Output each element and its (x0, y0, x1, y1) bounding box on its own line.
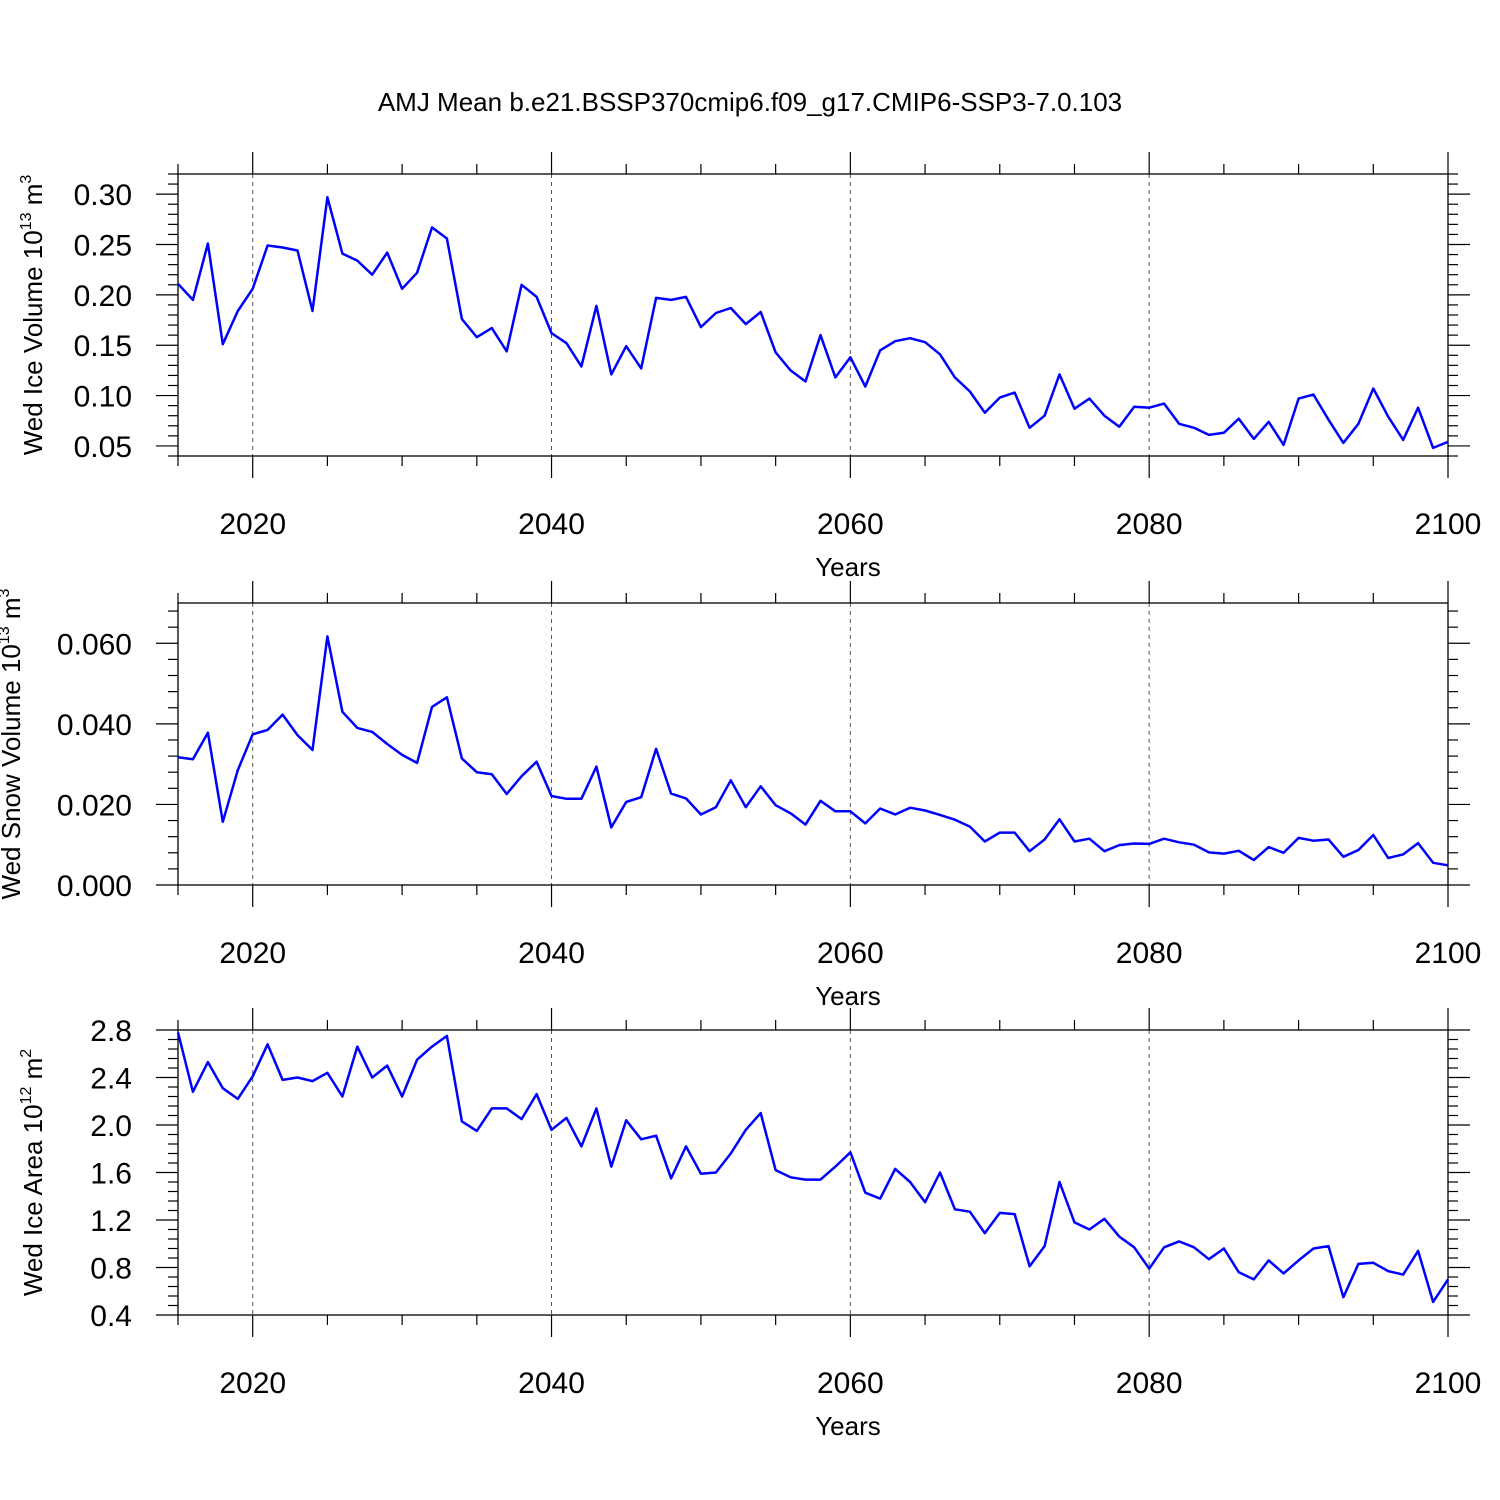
y-axis-label: Wed Snow Volume 1013 m3 (0, 588, 26, 899)
y-axis-label: Wed Ice Volume 1013 m3 (18, 175, 48, 456)
y-tick-label: 0.8 (90, 1253, 132, 1286)
y-tick-label: 0.10 (74, 381, 132, 414)
plot-frame (177, 1029, 1449, 1316)
y-tick-label: 2.0 (90, 1110, 132, 1143)
y-tick-label: 0.30 (74, 179, 132, 212)
x-tick-label: 2060 (817, 1367, 884, 1400)
panel-ice-volume: 2020 2040 2060 2080 2100 0.05 0.10 0.15 0.20 0.25… (18, 152, 1481, 582)
y-tick-label: 0.25 (74, 230, 132, 263)
x-tick-label: 2040 (518, 1367, 585, 1400)
x-tick-label: 2020 (219, 937, 286, 970)
y-tick-label: 0.4 (90, 1300, 132, 1333)
x-axis-label: Years (815, 981, 881, 1011)
x-tick-label: 2080 (1116, 1367, 1183, 1400)
x-tick-label: 2060 (817, 508, 884, 541)
x-axis-label: Years (815, 1411, 881, 1441)
series-line-snow-volume (177, 635, 1449, 867)
x-tick-label: 2020 (219, 1367, 286, 1400)
y-tick-label: 0.040 (57, 709, 132, 742)
x-tick-label: 2040 (518, 508, 585, 541)
x-tick-label: 2080 (1116, 937, 1183, 970)
series-line-ice-area (176, 1032, 1450, 1304)
panels: 2020 2040 2060 2080 2100 0.05 0.10 0.15 0.20 0.25… (0, 152, 1481, 1441)
y-axis-label: Wed Ice Area 1012 m2 (18, 1049, 48, 1296)
x-tick-label: 2040 (518, 937, 585, 970)
x-tick-label: 2100 (1415, 1367, 1482, 1400)
x-tick-label: 2060 (817, 937, 884, 970)
y-tick-label: 0.20 (74, 280, 132, 313)
series-line-ice-volume (177, 195, 1449, 450)
y-tick-label: 1.2 (90, 1205, 132, 1238)
panel-ice-area: 2020 2040 2060 2080 2100 0.4 0.8 1.2 1.6 2.0 2.4 2.… (18, 1008, 1481, 1441)
x-tick-label: 2100 (1415, 508, 1482, 541)
y-tick-label: 0.020 (57, 789, 132, 822)
chart-title: AMJ Mean b.e21.BSSP370cmip6.f09_g17.CMIP… (378, 87, 1122, 117)
panel-snow-volume: 2020 2040 2060 2080 2100 0.000 0.020 0.040 0.060… (0, 581, 1481, 1011)
y-tick-label: 0.000 (57, 870, 132, 903)
y-tick-label: 0.15 (74, 330, 132, 363)
y-tick-label: 2.4 (90, 1063, 132, 1096)
plot-frame (177, 173, 1449, 457)
x-axis-label: Years (815, 552, 881, 582)
x-tick-label: 2100 (1415, 937, 1482, 970)
y-tick-label: 2.8 (90, 1015, 132, 1048)
x-tick-label: 2080 (1116, 508, 1183, 541)
y-tick-label: 0.05 (74, 431, 132, 464)
y-tick-label: 0.060 (57, 628, 132, 661)
plot-frame (177, 602, 1449, 886)
x-tick-label: 2020 (219, 508, 286, 541)
y-tick-label: 1.6 (90, 1158, 132, 1191)
